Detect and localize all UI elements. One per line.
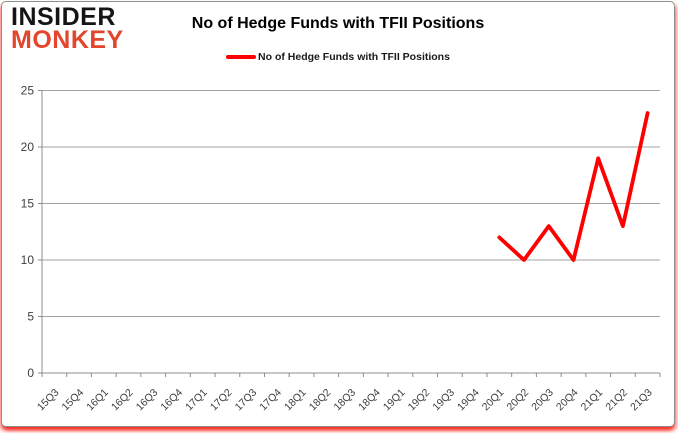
x-axis-label: 21Q3 xyxy=(628,387,655,414)
chart-title: No of Hedge Funds with TFII Positions xyxy=(191,15,485,32)
x-axis-label: 20Q4 xyxy=(554,387,581,414)
y-axis-label: 5 xyxy=(27,310,34,324)
x-axis-label: 17Q2 xyxy=(208,387,235,414)
x-axis-label: 17Q3 xyxy=(233,387,260,414)
x-axis-label: 20Q2 xyxy=(505,387,532,414)
x-axis-label: 15Q4 xyxy=(60,387,87,414)
x-axis-label: 18Q3 xyxy=(331,387,358,414)
x-axis-label: 21Q2 xyxy=(603,387,630,414)
x-axis-label: 16Q1 xyxy=(84,387,111,414)
x-axis-label: 20Q1 xyxy=(480,387,507,414)
logo-text-insider: INSIDER xyxy=(11,3,116,31)
x-axis-label: 18Q2 xyxy=(307,387,334,414)
x-axis-label: 20Q3 xyxy=(529,387,556,414)
x-axis-label: 17Q4 xyxy=(257,387,284,414)
legend-label: No of Hedge Funds with TFII Positions xyxy=(258,51,450,63)
x-axis-label: 18Q4 xyxy=(356,387,383,414)
chart-legend: No of Hedge Funds with TFII Positions xyxy=(2,51,674,63)
insider-monkey-logo: INSIDER MONKEY xyxy=(11,3,124,54)
data-line-series-0 xyxy=(497,111,650,262)
y-axis-label: 10 xyxy=(21,253,35,267)
x-axis-label: 15Q3 xyxy=(35,387,62,414)
y-axis-label: 20 xyxy=(21,140,35,154)
x-axis-label: 18Q1 xyxy=(282,387,309,414)
x-axis-label: 19Q3 xyxy=(430,387,457,414)
y-axis-label: 0 xyxy=(27,366,34,380)
x-axis-label: 16Q3 xyxy=(134,387,161,414)
logo-text-monkey: MONKEY xyxy=(11,26,124,54)
x-axis-label: 16Q4 xyxy=(158,387,185,414)
x-axis-label: 19Q2 xyxy=(406,387,433,414)
y-axis-label: 15 xyxy=(21,197,35,211)
x-axis-label: 21Q1 xyxy=(579,387,606,414)
x-axis-label: 16Q2 xyxy=(109,387,136,414)
x-axis-label: 19Q4 xyxy=(455,387,482,414)
x-axis-label: 19Q1 xyxy=(381,387,408,414)
x-axis-label: 17Q1 xyxy=(183,387,210,414)
y-axis-label: 25 xyxy=(21,84,35,98)
chart-card: INSIDER MONKEY No of Hedge Funds with TF… xyxy=(1,1,675,427)
legend-line-swatch xyxy=(226,55,257,59)
